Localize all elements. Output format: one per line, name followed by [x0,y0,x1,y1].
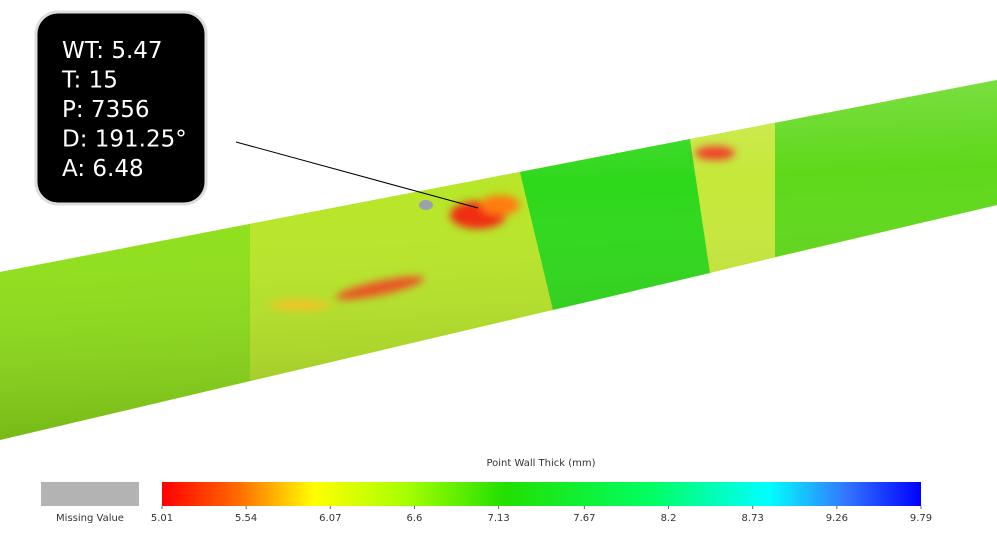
tooltip [34,10,208,206]
tick-label: 8.73 [742,513,764,524]
tick-label: 7.13 [487,513,509,524]
tick-label: 8.2 [661,513,677,524]
tick-label: 9.26 [826,513,848,524]
tooltip-line: T: 15 [61,68,118,94]
missing-swatch [41,482,139,506]
tick-label: 9.79 [910,513,932,524]
tooltip-line: WT: 5.47 [62,38,163,64]
leader-line [235,141,479,209]
tick-label: 6.6 [407,513,423,524]
pipe [0,80,997,440]
color-bar [162,482,921,506]
tick-label: 6.07 [319,513,341,524]
tooltip-line: A: 6.48 [62,156,144,182]
tick-label: 5.54 [235,513,257,524]
missing-label: Missing Value [56,513,124,524]
legend-title: Point Wall Thick (mm) [486,458,595,469]
tooltip-line: P: 7356 [62,97,149,123]
tooltip-line: D: 191.25° [62,127,187,153]
tick-label: 7.67 [573,513,595,524]
tick-label: 5.01 [151,513,173,524]
